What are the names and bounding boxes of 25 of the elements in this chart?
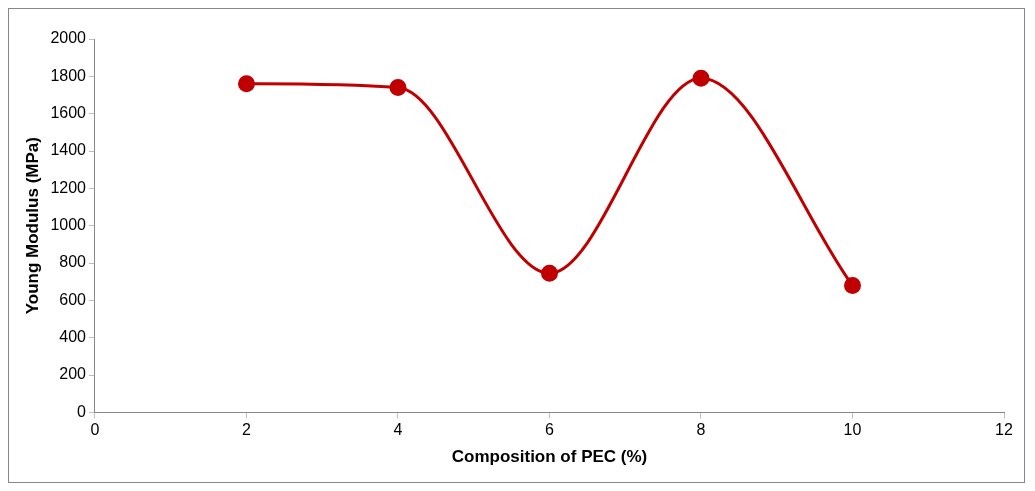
y-tick-label: 1200	[50, 178, 87, 196]
y-tick-label: 600	[59, 290, 87, 308]
y-tick-label: 400	[59, 328, 87, 346]
x-tick-label: 10	[843, 421, 862, 439]
point	[844, 276, 861, 294]
x-tick-label: 2	[242, 421, 252, 439]
point	[692, 69, 710, 87]
x-tick-label: 12	[995, 421, 1013, 439]
y-tick-label: 1000	[50, 216, 87, 234]
y-tick-label: 0	[77, 402, 87, 420]
point	[389, 79, 407, 97]
x-tick-label: 6	[545, 421, 555, 439]
y-tick-label: 2000	[50, 29, 87, 47]
y-tick-label: 1800	[50, 66, 87, 84]
x-tick-label: 8	[696, 421, 706, 439]
x-axis-title: Composition of PEC (%)	[451, 447, 648, 467]
y-tick-label: 800	[59, 253, 87, 271]
x-tick-label: 0	[90, 421, 100, 439]
y-tick-label: 1600	[50, 104, 87, 122]
y-tick-label: 200	[59, 365, 87, 383]
y-tick-label: 1400	[50, 141, 87, 159]
point	[238, 75, 255, 93]
y-axis-title: Young Modulus (MPa)	[22, 137, 42, 315]
point	[541, 264, 558, 282]
x-tick-label: 4	[393, 421, 403, 439]
